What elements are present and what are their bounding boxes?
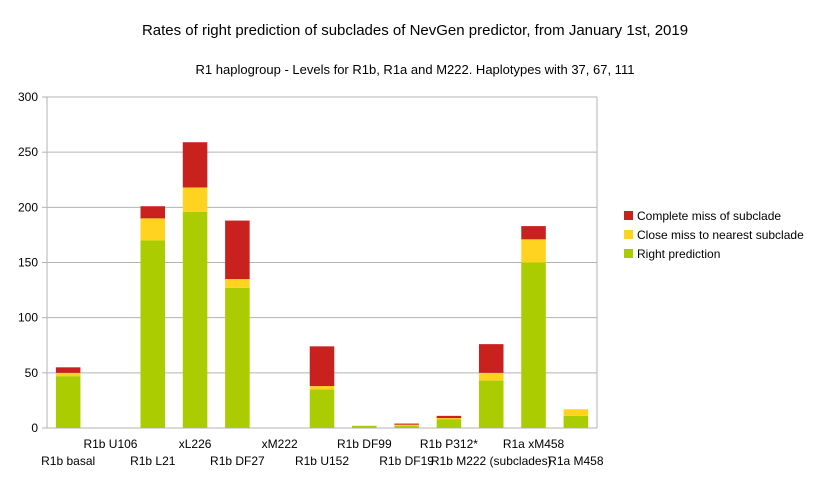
bar-segment (478, 380, 504, 428)
bar-segment (182, 142, 208, 188)
x-tick-label: R1b U152 (295, 454, 349, 468)
x-tick-label: R1b M222 (subclades) (431, 454, 552, 468)
bar-segment (436, 418, 462, 420)
bar-segment (521, 262, 546, 428)
y-tick-label: 100 (18, 311, 38, 325)
bar-segment (478, 344, 504, 373)
x-tick-label: R1b L21 (130, 454, 176, 468)
bar-segment (225, 220, 250, 280)
x-tick-label: R1b DF99 (337, 437, 392, 451)
bar-segment (309, 346, 335, 387)
legend: Complete miss of subclade Close miss to n… (624, 209, 804, 261)
legend-swatch (624, 249, 633, 258)
bar-segment (521, 226, 546, 240)
y-tick-label: 300 (18, 90, 38, 104)
bar-segment (436, 419, 462, 428)
bar-segment (225, 279, 250, 288)
chart-title: Rates of right prediction of subclades o… (142, 22, 688, 39)
bar-segment (309, 389, 335, 428)
y-tick-label: 0 (31, 421, 38, 435)
bar-segment (309, 386, 335, 390)
x-tick-label: R1a M458 (548, 454, 604, 468)
bar-segment (225, 287, 250, 428)
bar-segment (394, 423, 419, 425)
bars (55, 142, 589, 428)
bar-segment (140, 206, 166, 219)
x-tick-label: R1b P312* (420, 437, 478, 451)
bar-segment (55, 367, 81, 373)
y-axis: 0 50 100 150 200 250 300 (18, 90, 47, 435)
legend-swatch (624, 230, 633, 239)
bar-segment (55, 372, 81, 377)
x-tick-label: R1a xM458 (503, 437, 565, 451)
bar-segment (140, 240, 166, 428)
x-tick-label: R1b DF19 (379, 454, 434, 468)
y-tick-label: 250 (18, 145, 38, 159)
bar-segment (394, 425, 419, 428)
bar-segment (563, 415, 589, 428)
bar-segment (55, 376, 81, 428)
legend-label: Close miss to nearest subclade (637, 228, 804, 242)
bar-segment (394, 424, 419, 426)
x-tick-label: xM222 (262, 437, 298, 451)
bar-segment (182, 211, 208, 428)
bar-segment (563, 409, 589, 416)
bar-segment (478, 372, 504, 381)
bar-segment (521, 239, 546, 263)
chart-subtitle: R1 haplogroup - Levels for R1b, R1a and … (196, 62, 635, 77)
y-tick-label: 200 (18, 200, 38, 214)
bar-segment (182, 187, 208, 212)
x-tick-label: R1b U106 (83, 437, 137, 451)
x-tick-label: xL226 (179, 437, 212, 451)
bar-segment (352, 425, 377, 428)
bar-segment (436, 415, 462, 419)
y-tick-label: 50 (25, 366, 39, 380)
x-tick-label: R1b basal (41, 454, 95, 468)
legend-label: Right prediction (637, 247, 720, 261)
bar-segment (140, 218, 166, 241)
legend-label: Complete miss of subclade (637, 209, 781, 223)
x-tick-label: R1b DF27 (210, 454, 265, 468)
y-tick-label: 150 (18, 256, 38, 270)
grid (46, 96, 598, 429)
legend-swatch (624, 211, 633, 220)
